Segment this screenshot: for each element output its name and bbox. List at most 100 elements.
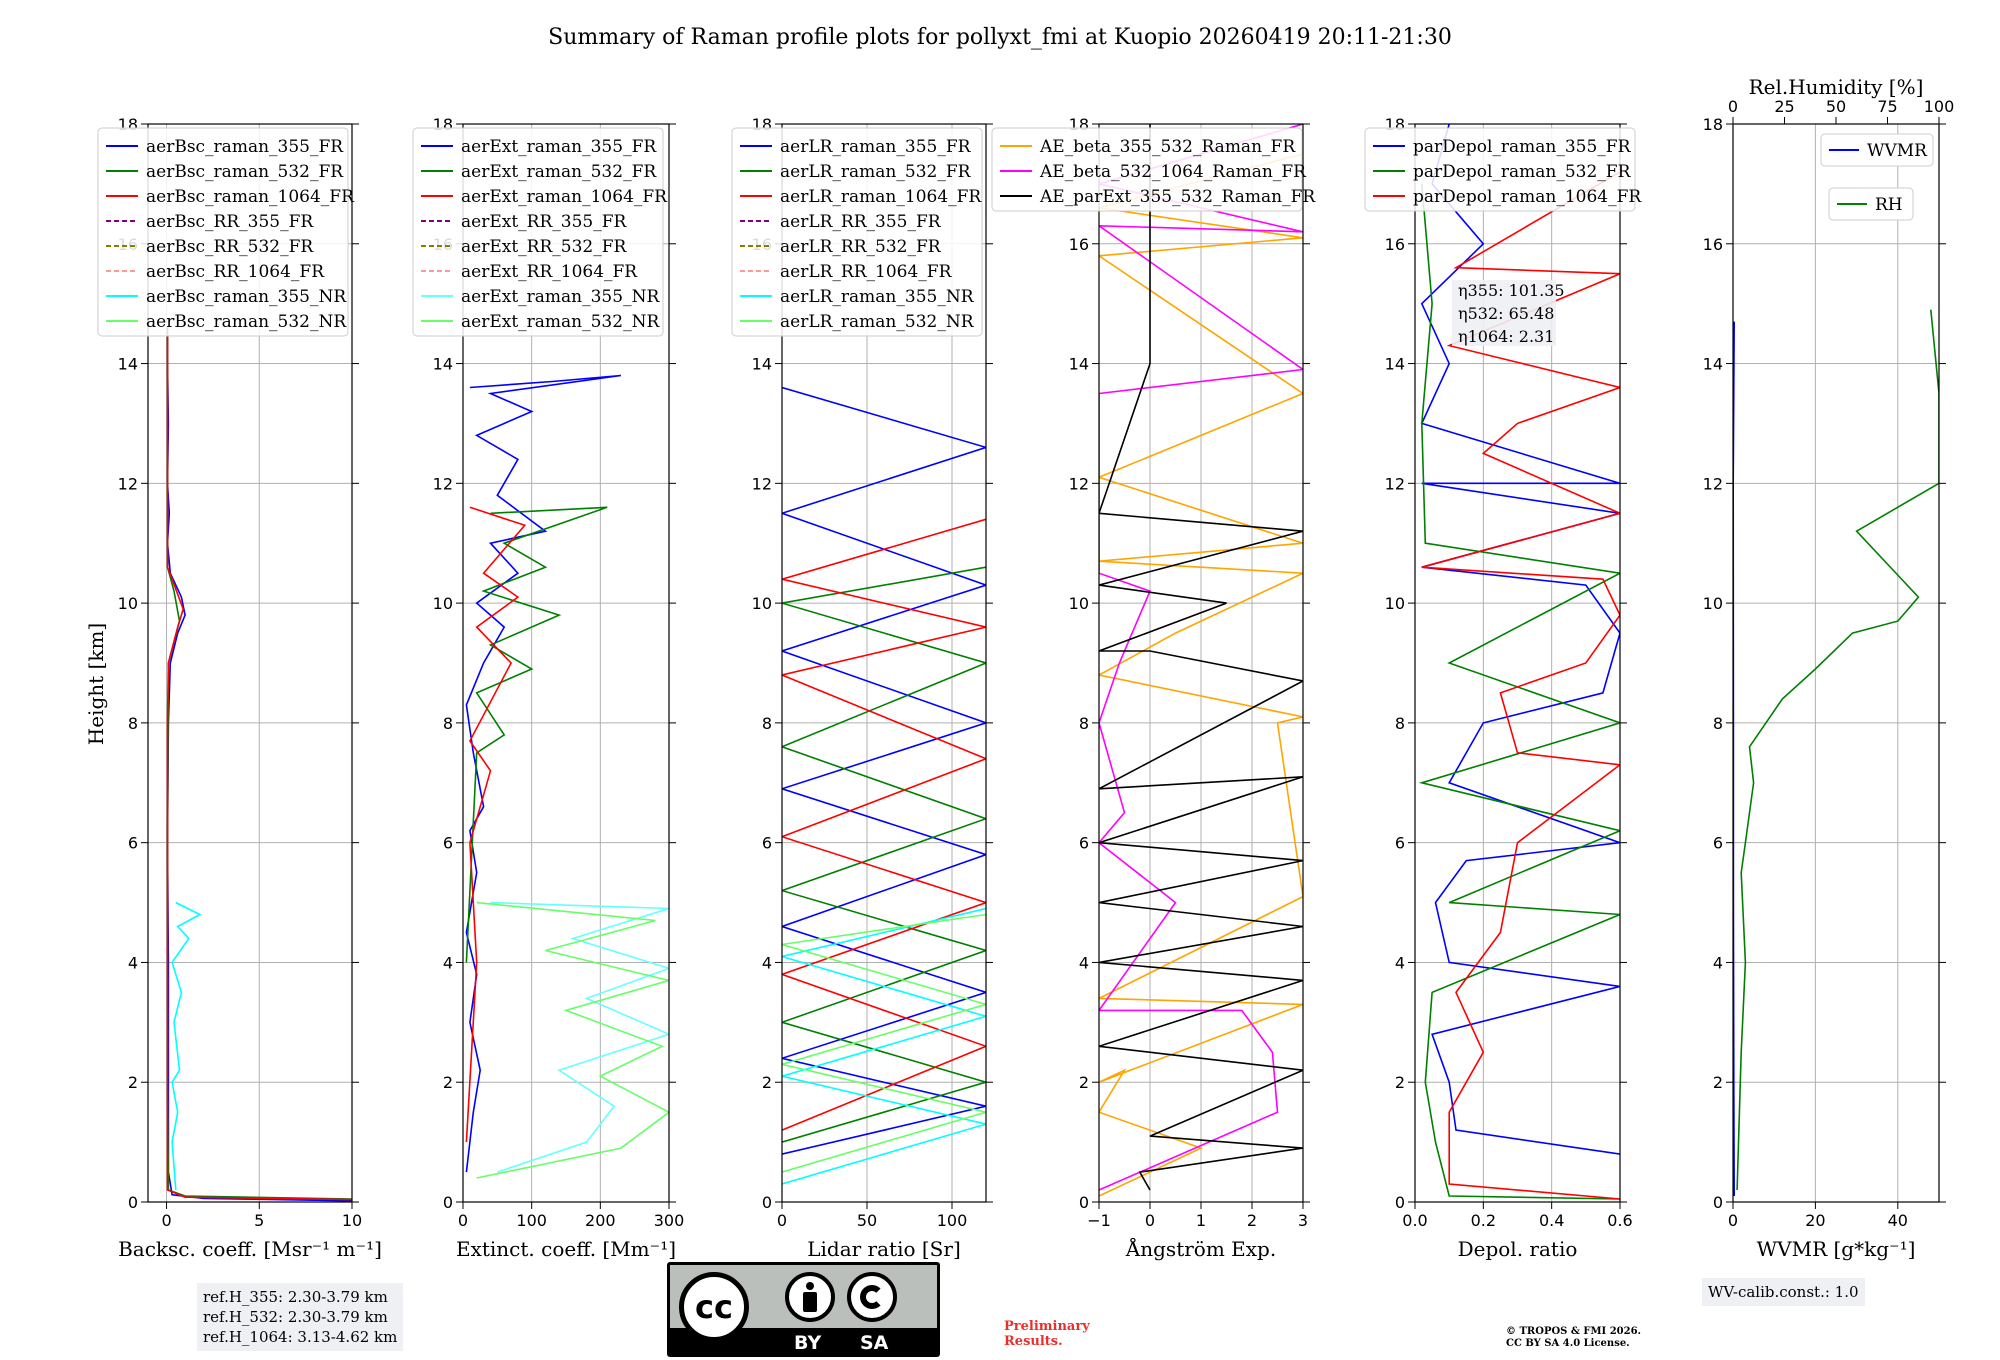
legend-label: parDepol_raman_1064_FR: [1413, 187, 1642, 207]
y-tick-label: 12: [1703, 474, 1723, 493]
x-tick-label: 0.4: [1539, 1211, 1564, 1230]
legend-label: aerExt_RR_355_FR: [461, 212, 627, 232]
y-tick-label: 10: [752, 594, 772, 613]
y-tick-label: 2: [443, 1073, 453, 1092]
x-tick-label: 0.0: [1402, 1211, 1427, 1230]
legend-label: aerBsc_raman_355_FR: [146, 137, 344, 157]
y-tick-label: 2: [1395, 1073, 1405, 1092]
y-tick-label: 4: [1395, 953, 1405, 972]
x-tick-label: −1: [1087, 1211, 1111, 1230]
x-axis-label: Extinct. coeff. [Mm⁻¹]: [456, 1237, 676, 1261]
x-axis-label: Ångström Exp.: [1125, 1236, 1276, 1261]
y-tick-label: 14: [1069, 355, 1089, 374]
series-group: [782, 386, 986, 1185]
y-tick-label: 0: [1713, 1193, 1723, 1212]
cc-license-badge: cc BY SA: [667, 1262, 940, 1357]
license-sa-label: SA: [860, 1332, 889, 1354]
top-tick-label: 25: [1774, 97, 1794, 116]
y-tick-label: 14: [1703, 355, 1723, 374]
legend-label: aerLR_raman_355_NR: [780, 287, 975, 307]
y-tick-label: 4: [1713, 953, 1723, 972]
panel-lr: 024681012141618050100Lidar ratio [Sr]aer…: [731, 115, 993, 1261]
x-axis-label: Depol. ratio: [1458, 1237, 1578, 1261]
legend-label: aerBsc_raman_355_NR: [146, 287, 347, 307]
x-tick-label: 0: [1728, 1211, 1738, 1230]
y-tick-label: 0: [1079, 1193, 1089, 1212]
series-line-aerBsc_raman_1064_FR: [166, 333, 352, 1201]
series-line-AE_beta_532_1064_Raman_FR: [1099, 124, 1303, 1191]
eta-annotation: η1064: 2.31: [1458, 327, 1554, 346]
series-line-aerLR_raman_1064_FR: [782, 518, 986, 1131]
legend-label: parDepol_raman_355_FR: [1413, 137, 1632, 157]
series-line-aerExt_raman_532_FR: [465, 506, 608, 963]
legend-label: aerBsc_raman_1064_FR: [146, 187, 355, 207]
legend-label: aerExt_RR_532_FR: [461, 237, 627, 257]
share-alike-icon: [847, 1272, 897, 1322]
series-group: [1099, 124, 1303, 1197]
y-tick-label: 6: [1079, 834, 1089, 853]
axes-frame: [1414, 123, 1621, 1203]
y-tick-label: 2: [1079, 1073, 1089, 1092]
x-tick-label: 100: [937, 1211, 968, 1230]
y-tick-label: 6: [762, 834, 772, 853]
x-tick-label: 0: [161, 1211, 171, 1230]
y-tick-label: 10: [118, 594, 138, 613]
series-line-aerBsc_raman_355_NR: [171, 901, 202, 1191]
x-tick-label: 0: [458, 1211, 468, 1230]
y-tick-label: 12: [1385, 474, 1405, 493]
series-line-aerLR_raman_532_NR: [782, 913, 986, 1173]
series-line-aerExt_raman_532_NR: [476, 901, 669, 1179]
legend-label: aerLR_raman_1064_FR: [780, 187, 982, 207]
y-tick-label: 14: [1385, 355, 1405, 374]
x-tick-label: 0: [1145, 1211, 1155, 1230]
legend-label: aerLR_RR_355_FR: [780, 212, 942, 232]
y-tick-label: 2: [1713, 1073, 1723, 1092]
x-tick-label: 5: [254, 1211, 264, 1230]
top-tick-label: 0: [1728, 97, 1738, 116]
y-tick-label: 10: [1385, 594, 1405, 613]
legend-label: AE_parExt_355_532_Raman_FR: [1039, 187, 1316, 207]
y-tick-label: 12: [752, 474, 772, 493]
x-tick-label: 20: [1805, 1211, 1825, 1230]
legend-box: [412, 127, 664, 337]
legend-label: aerBsc_RR_1064_FR: [146, 262, 325, 282]
y-tick-label: 12: [1069, 474, 1089, 493]
series-line-aerLR_raman_355_NR: [782, 907, 986, 1185]
y-tick-label: 2: [762, 1073, 772, 1092]
series-line-aerExt_raman_355_NR: [490, 901, 669, 1173]
legend-label: aerExt_RR_1064_FR: [461, 262, 638, 282]
y-tick-label: 14: [118, 355, 138, 374]
legend-label: aerBsc_RR_532_FR: [146, 237, 314, 257]
panel-bsc: 0246810121416180510Backsc. coeff. [Msr⁻¹…: [97, 115, 382, 1261]
x-tick-label: 200: [585, 1211, 616, 1230]
series-line-aerExt_raman_1064_FR: [465, 506, 527, 1143]
y-tick-label: 12: [433, 474, 453, 493]
series-group: [1733, 309, 1939, 1197]
y-tick-label: 8: [1713, 714, 1723, 733]
legend-label: parDepol_raman_532_FR: [1413, 162, 1632, 182]
legend-label: aerBsc_raman_532_NR: [146, 312, 347, 332]
legend-box-WVMR: [1820, 133, 1934, 167]
x-axis-label: Backsc. coeff. [Msr⁻¹ m⁻¹]: [118, 1237, 382, 1261]
axes-frame: [147, 123, 353, 1203]
x-tick-label: 0.2: [1471, 1211, 1496, 1230]
legend-label: aerBsc_RR_355_FR: [146, 212, 314, 232]
legend-label: aerLR_RR_1064_FR: [780, 262, 953, 282]
x-tick-label: 0: [777, 1211, 787, 1230]
series-group: [166, 327, 352, 1202]
y-tick-label: 8: [443, 714, 453, 733]
legend-label: aerExt_raman_1064_FR: [461, 187, 668, 207]
axes-frame: [462, 123, 670, 1203]
series-line-AE_beta_355_532_Raman_FR: [1099, 153, 1303, 1197]
y-tick-label: 8: [762, 714, 772, 733]
legend-label: aerLR_RR_532_FR: [780, 237, 942, 257]
axes-frame: [1732, 123, 1940, 1203]
legend-label: WVMR: [1867, 141, 1928, 161]
legend-box: [1364, 127, 1636, 212]
ref-height-355: ref.H_355: 2.30-3.79 km: [203, 1288, 388, 1306]
copyright-line-1: © TROPOS & FMI 2026.: [1506, 1326, 1642, 1337]
y-tick-label: 6: [1395, 834, 1405, 853]
series-group: [465, 374, 669, 1179]
ref-heights-box: ref.H_355: 2.30-3.79 km ref.H_532: 2.30-…: [197, 1283, 404, 1351]
